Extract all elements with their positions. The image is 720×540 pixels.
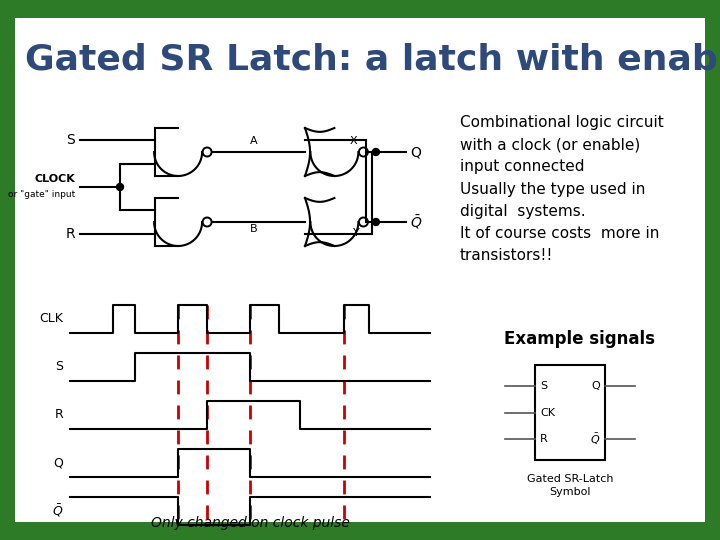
Bar [535, 365, 605, 460]
Text: Y: Y [353, 228, 359, 238]
Circle shape [117, 184, 124, 191]
Circle shape [372, 148, 379, 156]
Text: Combinational logic circuit
with a clock (or enable)
input connected
Usually the: Combinational logic circuit with a clock… [460, 115, 664, 263]
Text: R: R [66, 227, 75, 241]
Text: B: B [250, 224, 257, 234]
Text: Gated SR Latch: a latch with enable: Gated SR Latch: a latch with enable [25, 43, 720, 77]
Bar [0, 0, 720, 18]
Text: Gated SR-Latch
Symbol: Gated SR-Latch Symbol [527, 474, 613, 497]
Text: A: A [250, 136, 257, 146]
Text: X: X [350, 136, 358, 146]
Bar [0, 522, 720, 540]
Text: Example signals: Example signals [505, 330, 655, 348]
Text: or "gate" input: or "gate" input [8, 190, 75, 199]
Circle shape [372, 219, 379, 226]
Text: $\bar{Q}$: $\bar{Q}$ [52, 503, 63, 519]
Text: $\bar{Q}$: $\bar{Q}$ [590, 431, 600, 447]
Text: Q: Q [591, 381, 600, 391]
Bar [705, 0, 720, 540]
Text: R: R [54, 408, 63, 422]
Text: S: S [55, 361, 63, 374]
Text: S: S [66, 133, 75, 147]
Text: S: S [540, 381, 547, 391]
Text: Q: Q [53, 456, 63, 469]
Text: Q: Q [410, 145, 420, 159]
Text: Only changed on clock pulse: Only changed on clock pulse [150, 516, 349, 530]
Text: $\bar{Q}$: $\bar{Q}$ [410, 213, 422, 231]
Text: CK: CK [540, 408, 555, 417]
Text: CLK: CLK [39, 313, 63, 326]
Bar [0, 0, 15, 540]
Text: R: R [540, 434, 548, 444]
Text: CLOCK: CLOCK [35, 174, 75, 184]
